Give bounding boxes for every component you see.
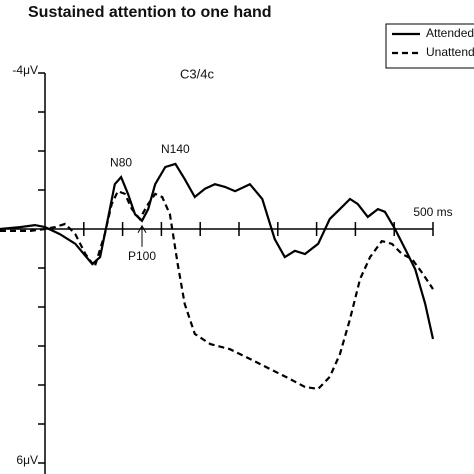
line-series bbox=[0, 162, 435, 340]
annotation-arrowhead bbox=[137, 224, 147, 234]
chart-title: Sustained attention to one hand bbox=[28, 4, 272, 21]
annotation: N80 bbox=[110, 155, 132, 169]
legend-box bbox=[385, 23, 474, 69]
legend-label: Unattended bbox=[426, 45, 474, 59]
line-series bbox=[0, 189, 434, 391]
legend-label: Attended bbox=[426, 26, 474, 40]
annotation: P100 bbox=[128, 249, 156, 263]
y-tick-label: -4μV bbox=[12, 63, 38, 77]
y-tick-label: 6μV bbox=[16, 453, 38, 467]
annotation: N140 bbox=[161, 142, 190, 156]
channel-label: C3/4c bbox=[180, 66, 214, 81]
x-tick-label: 500 ms bbox=[413, 205, 452, 219]
